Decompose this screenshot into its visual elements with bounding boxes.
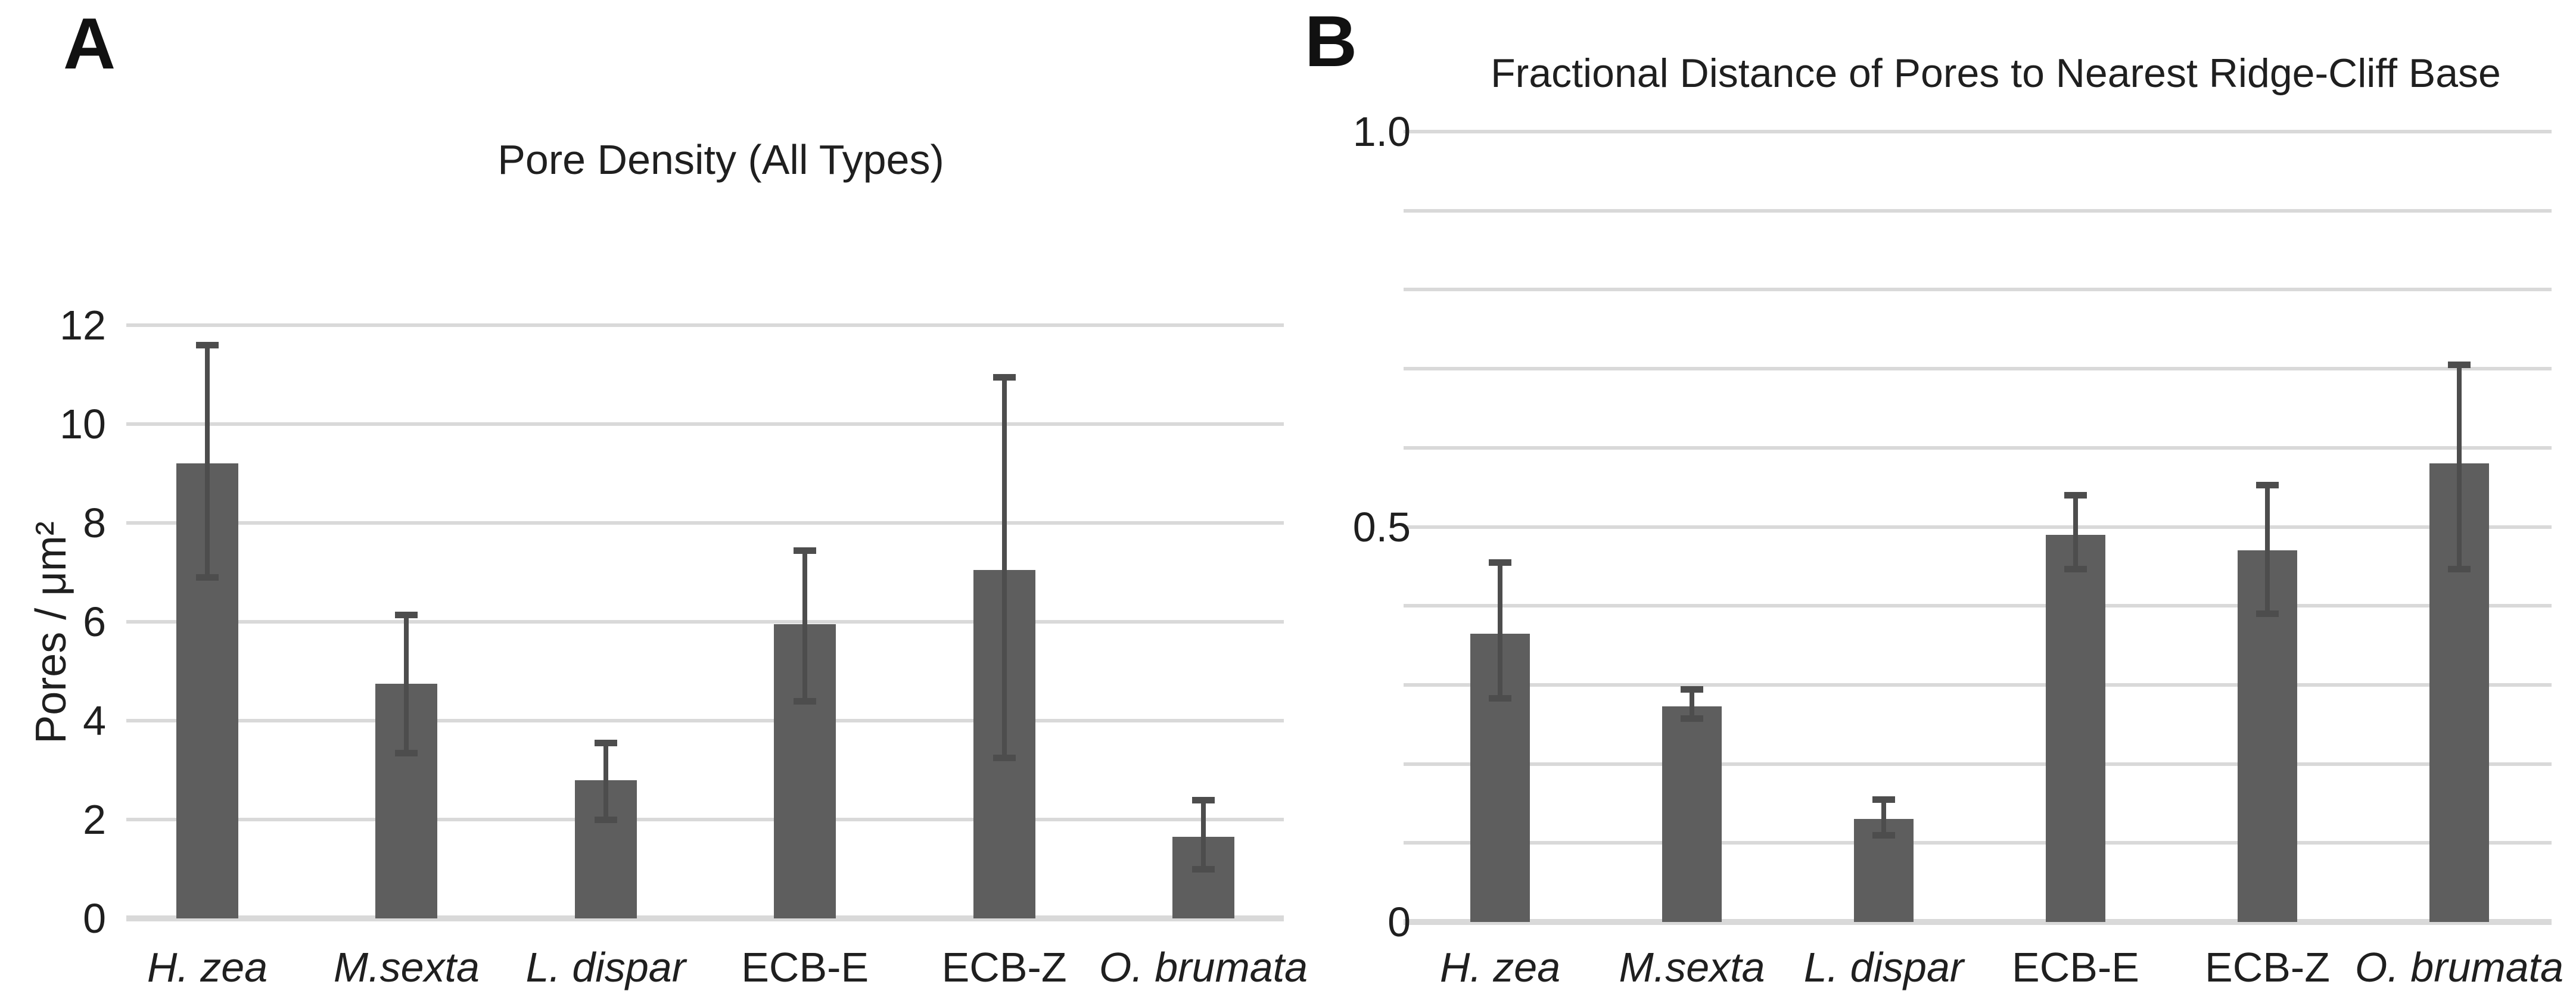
gridline [1404,130,2552,133]
x-category-label-ecb-z: ECB-Z [941,944,1067,990]
error-cap-bottom-l-dispar [1872,832,1895,839]
error-cap-top-ecb-z [993,374,1016,381]
panel-b-title: Fractional Distance of Pores to Nearest … [1491,51,2501,96]
x-axis-line [126,915,1284,921]
error-cap-top-l-dispar [594,740,617,747]
y-tick-label: 2 [83,796,106,843]
error-bar-l-dispar [1881,799,1886,836]
error-cap-top-m-sexta [1681,686,1703,693]
panel-b-letter: B [1305,1,1358,82]
gridline [1404,446,2552,450]
gridline [1404,841,2552,845]
error-cap-bottom-ecb-z [2256,610,2279,618]
error-bar-h-zea [1498,562,1502,699]
gridline [1404,683,2552,687]
error-bar-ecb-z [2265,485,2270,614]
gridline [1404,525,2552,529]
error-bar-m-sexta [404,614,409,753]
gridline [126,521,1284,525]
panel-a-letter: A [63,3,116,84]
x-category-label-h-zea: H. zea [1439,944,1561,990]
error-cap-top-l-dispar [1872,796,1895,803]
gridline [126,818,1284,821]
x-category-label-l-dispar: L. dispar [525,944,686,990]
error-cap-top-m-sexta [395,611,418,618]
error-bar-m-sexta [1690,689,1694,718]
gridline [126,422,1284,426]
error-bar-ecb-e [802,550,808,701]
x-category-label-o-brumata: O. brumata [2354,944,2564,990]
error-cap-bottom-h-zea [196,574,219,581]
error-cap-top-ecb-e [794,547,817,554]
y-tick-label: 0 [1387,899,1411,945]
x-category-label-o-brumata: O. brumata [1099,944,1308,990]
y-tick-label: 1.0 [1352,108,1411,155]
error-bar-l-dispar [603,743,608,820]
bar-ecb-e [2046,534,2105,922]
error-cap-bottom-ecb-z [993,755,1016,762]
error-bar-o-brumata [1201,799,1206,869]
error-cap-top-ecb-z [2256,482,2279,489]
y-tick-label: 0 [83,895,106,942]
error-cap-bottom-l-dispar [594,817,617,823]
error-cap-bottom-ecb-e [2064,565,2087,572]
error-cap-bottom-m-sexta [395,749,418,756]
x-category-label-ecb-z: ECB-Z [2205,944,2330,990]
y-tick-label: 4 [83,697,106,744]
y-tick-label: 0.5 [1352,503,1411,550]
gridline [1404,208,2552,213]
error-cap-bottom-m-sexta [1681,715,1703,722]
x-category-label-m-sexta: M.sexta [1619,944,1765,990]
error-cap-bottom-h-zea [1489,695,1511,702]
gridline [1404,762,2552,766]
gridline [1404,367,2552,371]
error-bar-ecb-z [1001,377,1007,758]
error-cap-top-h-zea [196,342,219,349]
x-category-label-l-dispar: L. dispar [1803,944,1964,990]
gridline [1404,604,2552,608]
y-tick-label: 8 [83,500,106,546]
error-bar-ecb-e [2073,495,2078,569]
error-cap-top-o-brumata [2448,362,2471,369]
error-cap-bottom-ecb-e [794,697,817,705]
gridline [1404,288,2552,292]
x-category-label-ecb-e: ECB-E [741,944,869,990]
x-category-label-h-zea: H. zea [147,944,268,990]
error-cap-top-ecb-e [2064,492,2087,499]
gridline [126,719,1284,722]
x-category-label-m-sexta: M.sexta [333,944,480,990]
error-bar-o-brumata [2457,365,2462,569]
gridline [126,323,1284,327]
error-cap-bottom-o-brumata [2448,565,2471,572]
y-tick-label: 12 [60,302,106,348]
x-axis-line [1404,919,2552,925]
gridline [126,620,1284,624]
error-cap-top-o-brumata [1192,796,1215,803]
panel-a-title: Pore Density (All Types) [497,136,944,183]
bar-m-sexta [1662,706,1722,922]
error-bar-h-zea [205,345,210,578]
x-category-label-ecb-e: ECB-E [2012,944,2139,990]
error-cap-bottom-o-brumata [1192,866,1215,873]
y-tick-label: 10 [60,401,106,447]
y-tick-label: 6 [83,599,106,645]
error-cap-top-h-zea [1489,559,1511,566]
